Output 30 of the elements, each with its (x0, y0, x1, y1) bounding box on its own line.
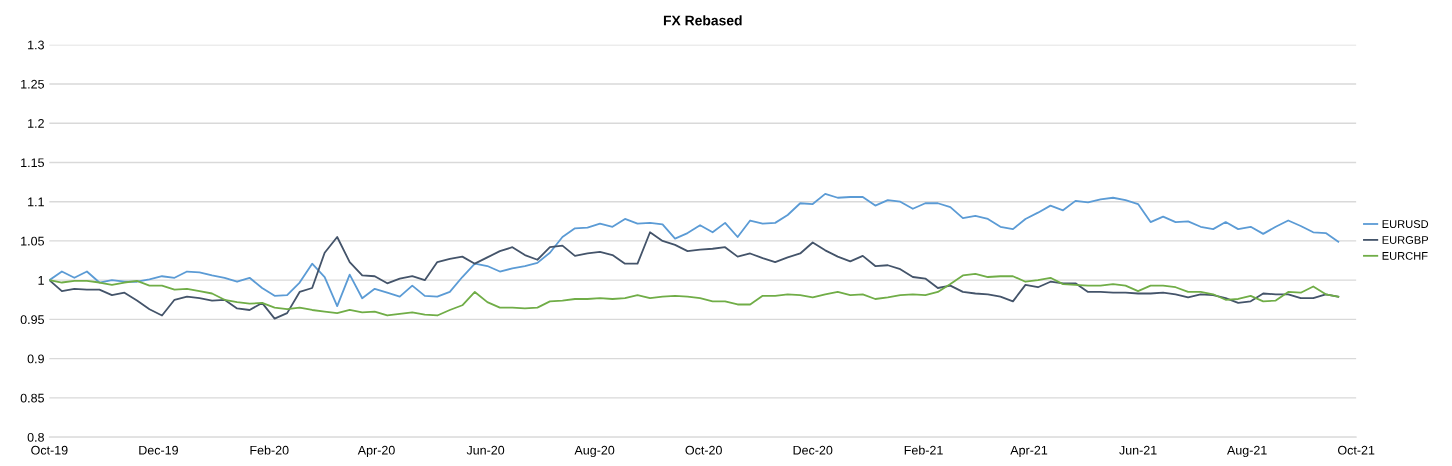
y-tick-label: 0.9 (27, 354, 44, 364)
y-tick-label: 1.1 (28, 197, 44, 207)
x-tick-label: Oct-20 (685, 445, 722, 455)
y-tick-label: 1.15 (21, 158, 44, 168)
x-tick-label: Feb-20 (250, 445, 289, 455)
line-series (49, 272, 1340, 317)
y-tick-label: 0.95 (20, 315, 44, 325)
y-tick-label: 1.2 (28, 119, 44, 128)
x-tick-label: Jun-21 (1119, 445, 1157, 455)
chart-title: FX Rebased (663, 15, 742, 26)
y-tick-label: 0.8 (27, 432, 44, 442)
x-tick-label: Aug-21 (1226, 445, 1267, 458)
x-tick-label: Feb-21 (904, 445, 943, 455)
x-tick-label: Dec-20 (793, 445, 833, 455)
legend-label: EURUSD (1382, 220, 1429, 228)
x-tick-label: Dec-19 (139, 445, 178, 455)
x-tick-label: Apr-20 (357, 445, 395, 458)
x-tick-label: Oct-19 (31, 445, 68, 455)
legend-label: EURCHF (1382, 251, 1428, 260)
y-tick-label: 1.05 (21, 236, 44, 246)
x-tick-label: Apr-21 (1010, 445, 1048, 458)
x-tick-label: Oct-21 (1338, 445, 1375, 455)
y-tick-label: 1 (38, 276, 44, 285)
x-tick-label: Aug-20 (574, 445, 615, 458)
y-tick-label: 0.85 (20, 393, 44, 403)
y-tick-label: 1.3 (28, 40, 44, 50)
x-tick-label: Jun-20 (466, 445, 505, 455)
y-tick-label: 1.25 (21, 79, 44, 89)
legend-label: EURGBP (1382, 236, 1429, 244)
line-series (49, 192, 1340, 307)
